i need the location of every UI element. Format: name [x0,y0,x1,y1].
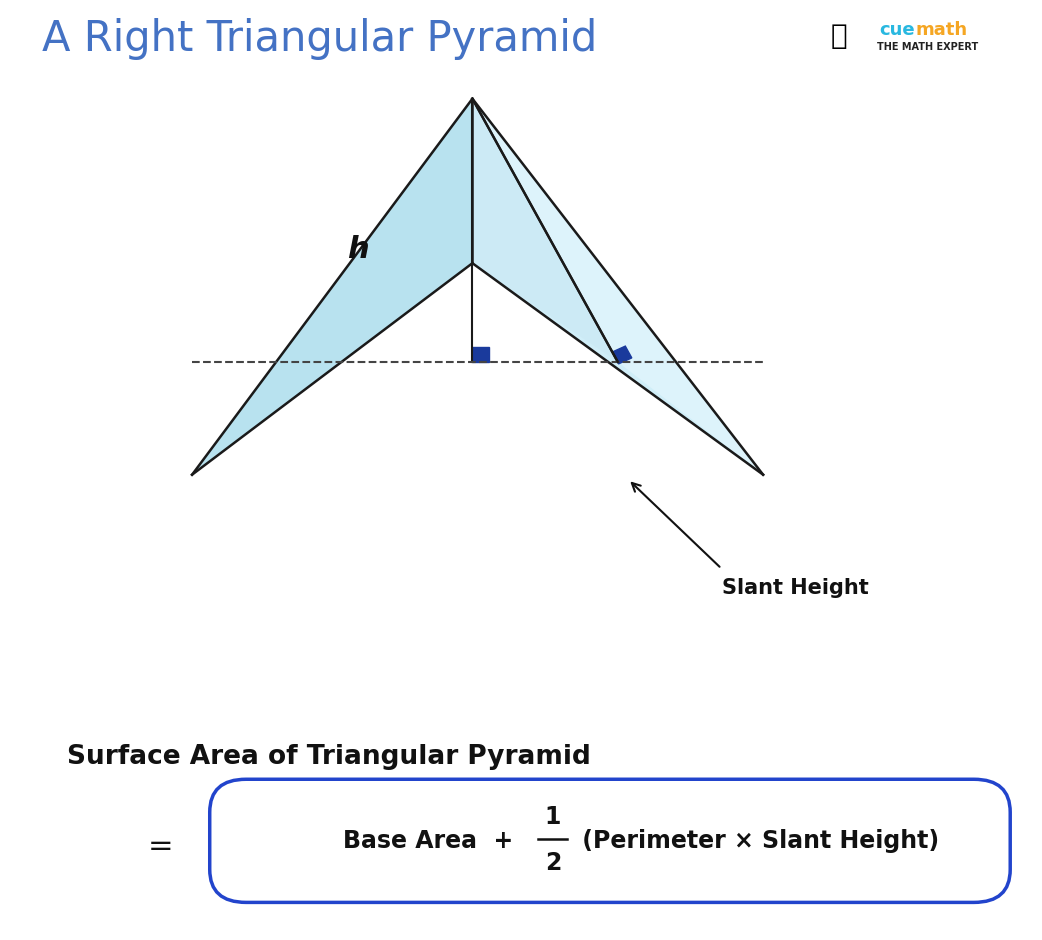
Polygon shape [472,99,763,475]
Polygon shape [192,99,472,475]
Polygon shape [192,99,472,475]
Text: h: h [347,235,369,263]
Text: Slant Height: Slant Height [722,577,868,598]
Polygon shape [472,347,489,362]
Text: THE MATH EXPERT: THE MATH EXPERT [877,42,978,52]
Text: A Right Triangular Pyramid: A Right Triangular Pyramid [42,19,597,60]
FancyBboxPatch shape [209,779,1011,902]
Text: Base Area  +: Base Area + [343,829,522,853]
Text: (Perimeter × Slant Height): (Perimeter × Slant Height) [574,829,939,853]
Polygon shape [472,99,618,362]
Text: 🚀: 🚀 [830,22,847,50]
Text: Surface Area of Triangular Pyramid: Surface Area of Triangular Pyramid [68,744,592,770]
Text: math: math [916,21,968,39]
Text: cue: cue [879,21,915,39]
Text: 1: 1 [545,806,561,829]
Polygon shape [472,99,763,475]
Text: 2: 2 [545,852,561,875]
Polygon shape [613,346,631,364]
Text: =: = [148,832,174,860]
